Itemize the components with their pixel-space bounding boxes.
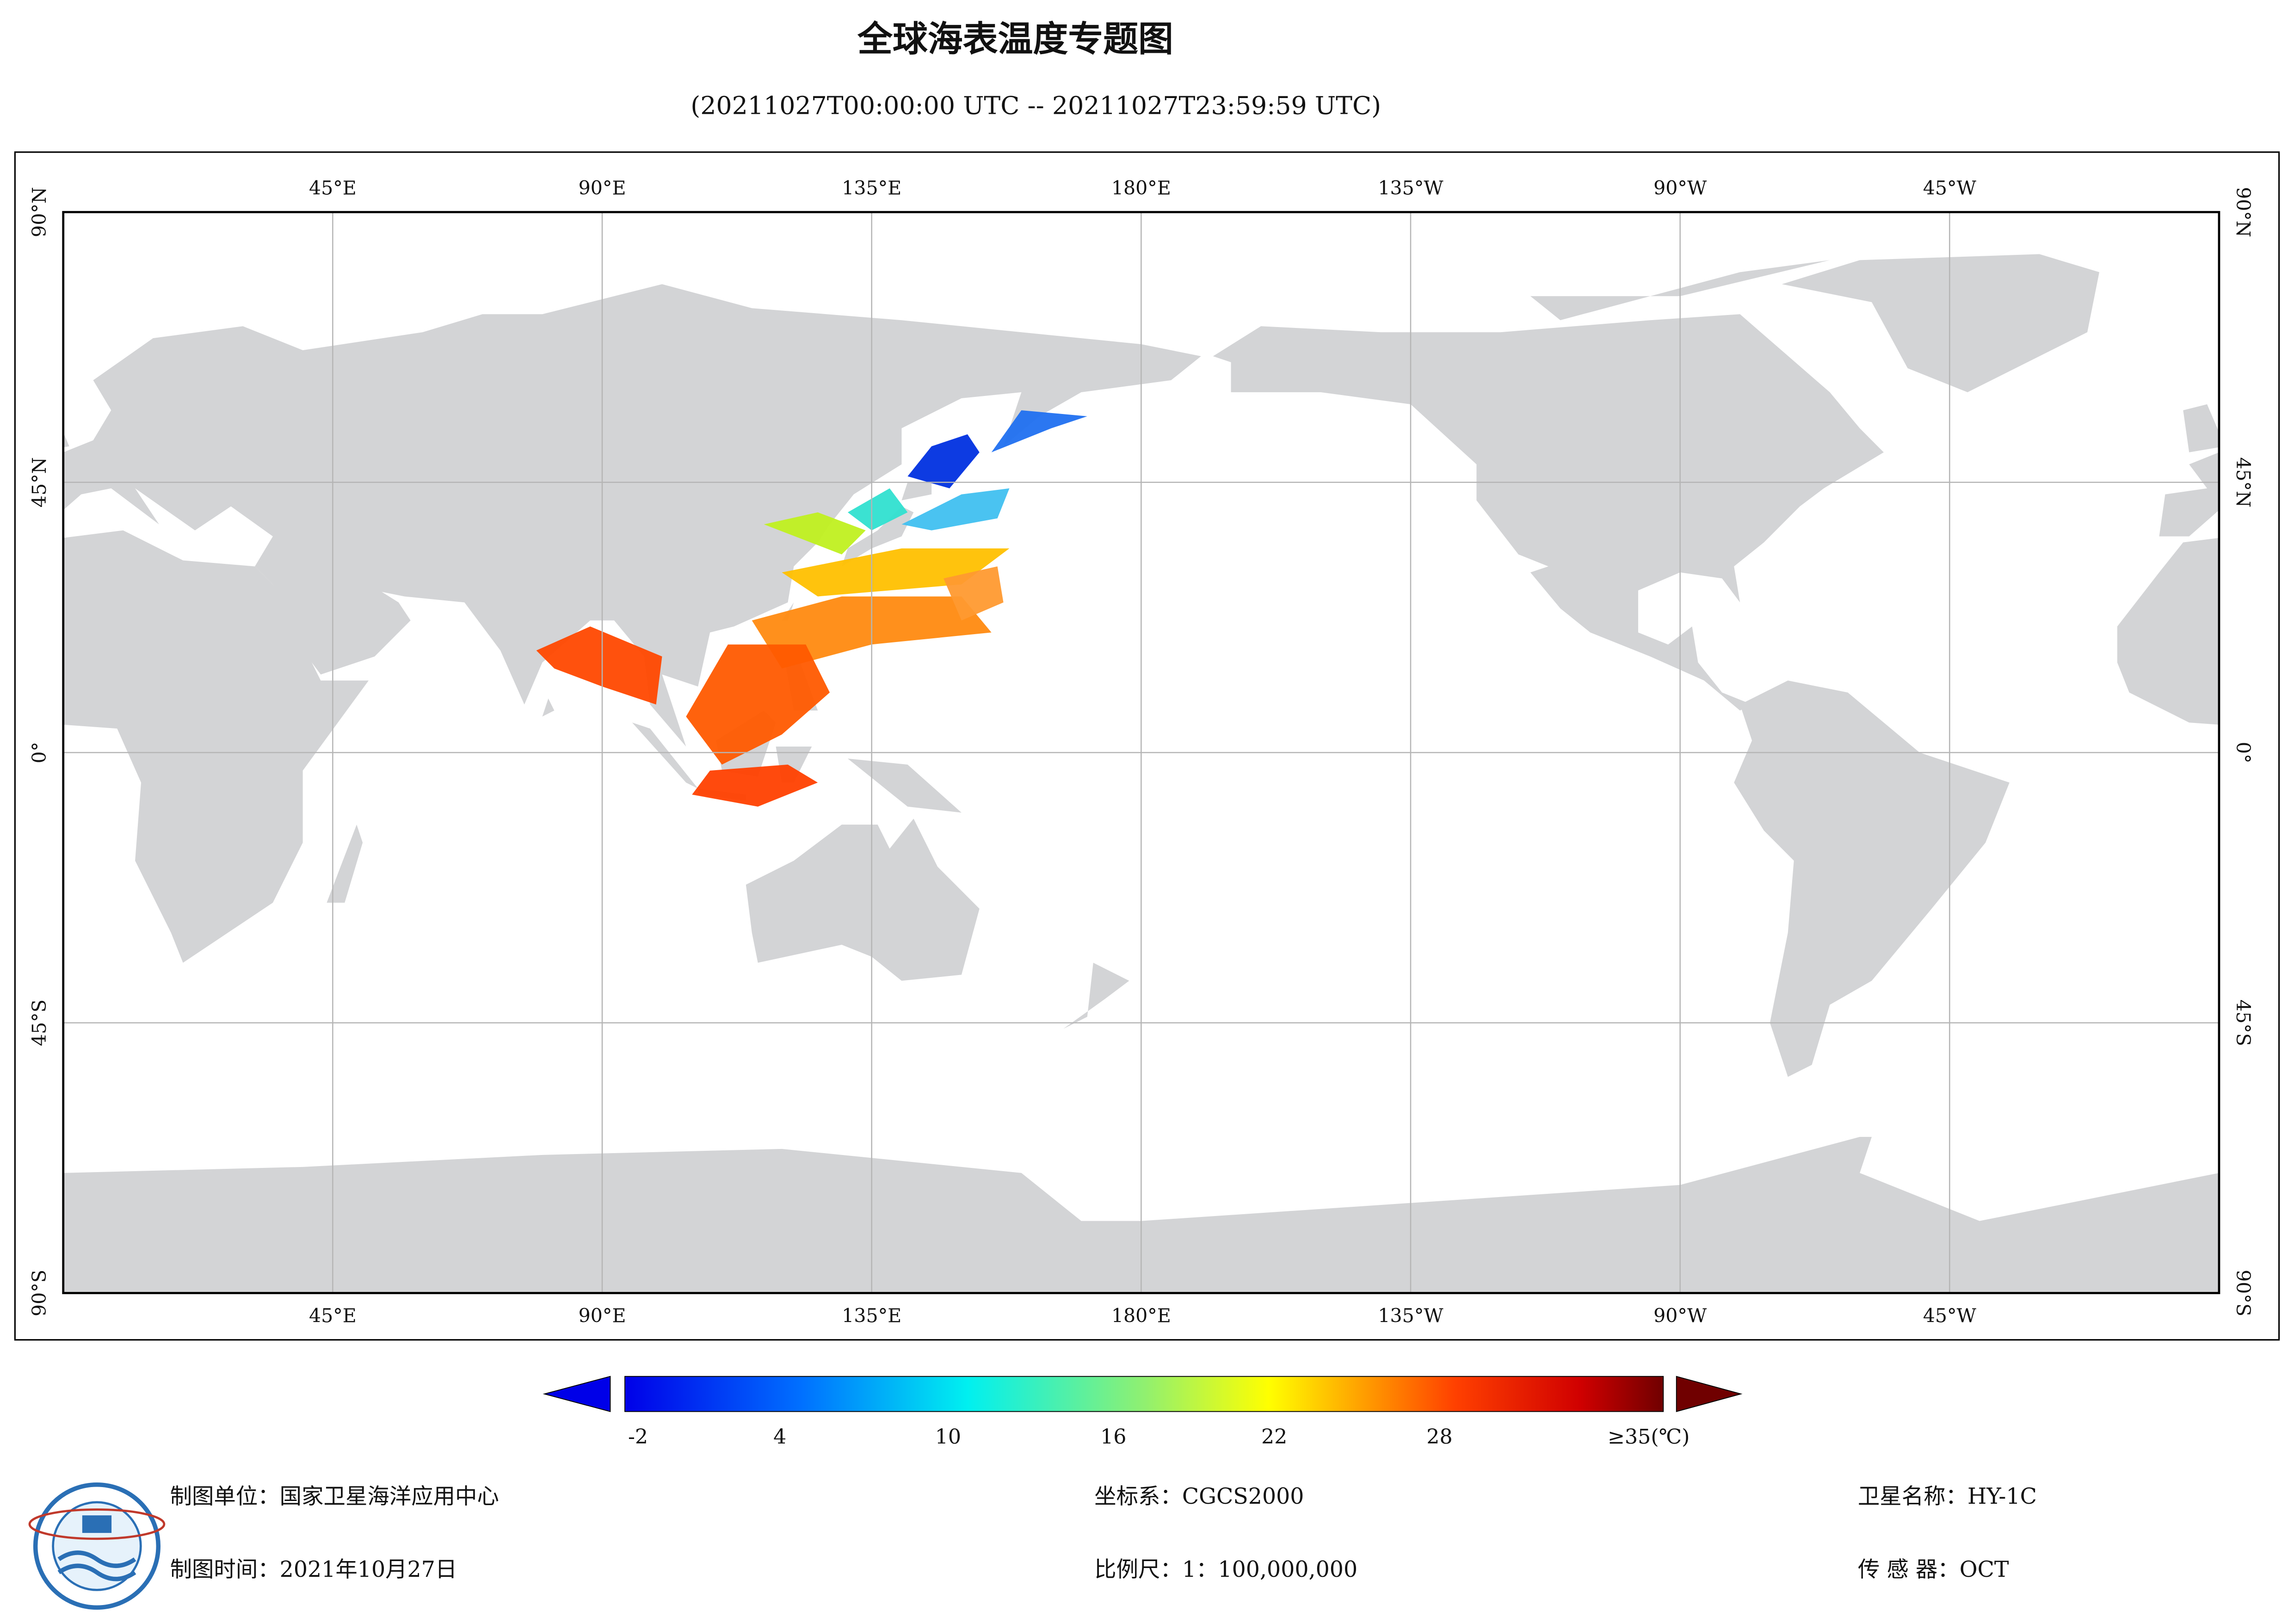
sensor: 传 感 器：OCT (1858, 1557, 2009, 1582)
land (63, 1149, 1141, 1293)
sst-layer (536, 410, 1087, 807)
lat-label-left: 0° (28, 742, 50, 764)
map-outer-frame (14, 151, 2280, 1341)
land (1734, 680, 2010, 1077)
lon-label-bottom: 135°W (1378, 1305, 1443, 1327)
land (2159, 452, 2219, 537)
land (1141, 1136, 2219, 1293)
mapping-unit: 制图单位：国家卫星海洋应用中心 (170, 1484, 499, 1509)
sst-patch (901, 488, 1010, 531)
colorbar-tick-label: 28 (1426, 1425, 1452, 1449)
sst-patch (944, 566, 1004, 621)
colorbar-tick-label: -2 (628, 1425, 648, 1449)
land (1782, 254, 2100, 393)
lon-label-top: 45°E (309, 177, 357, 199)
sst-patch (692, 764, 818, 807)
colorbar-tick-label: ≥35(℃) (1608, 1425, 1690, 1449)
subtitle: (20211027T00:00:00 UTC -- 20211027T23:59… (691, 91, 1381, 120)
lon-label-top: 180°E (1111, 177, 1171, 199)
land (63, 432, 69, 448)
lon-label-top: 90°W (1653, 177, 1707, 199)
lon-label-top: 45°W (1923, 177, 1977, 199)
lon-label-bottom: 90°W (1653, 1305, 1707, 1327)
map-scale: 比例尺：1：100,000,000 (1094, 1557, 1357, 1582)
title: 全球海表温度专题图 (857, 19, 1173, 60)
lon-label-bottom: 180°E (1111, 1305, 1171, 1327)
sst-patch (536, 626, 662, 705)
land (632, 722, 698, 789)
graticule (63, 212, 2219, 1293)
land (2183, 404, 2219, 452)
lon-label-bottom: 45°W (1923, 1305, 1977, 1327)
land (2117, 537, 2219, 725)
colorbar (624, 1376, 1664, 1412)
coordinate-system: 坐标系：CGCS2000 (1094, 1484, 1304, 1509)
colorbar-tick-label: 16 (1100, 1425, 1126, 1449)
land (841, 506, 914, 567)
lat-label-left: 90°S (28, 1270, 50, 1316)
sst-patch (686, 644, 830, 765)
sst-patch (764, 512, 866, 555)
lon-label-top: 135°E (842, 177, 901, 199)
lon-label-bottom: 135°E (842, 1305, 901, 1327)
sst-patch (847, 488, 908, 531)
lat-label-left: 90°N (28, 187, 50, 237)
colorbar-tick-label: 22 (1261, 1425, 1287, 1449)
lon-label-bottom: 90°E (579, 1305, 626, 1327)
lon-label-top: 135°W (1378, 177, 1443, 199)
satellite-name: 卫星名称：HY-1C (1858, 1484, 2037, 1509)
sst-patch (991, 410, 1087, 452)
colorbar-high-arrow (1676, 1376, 1743, 1412)
colorbar-low-arrow (543, 1376, 611, 1412)
lat-label-right: 0° (2232, 742, 2254, 764)
land (1213, 314, 1884, 711)
lat-label-right: 90°N (2232, 187, 2254, 237)
colorbar-tick-label: 10 (935, 1425, 961, 1449)
land (63, 284, 1201, 747)
lat-label-left: 45°N (28, 457, 50, 507)
land (542, 698, 555, 717)
mapping-time: 制图时间：2021年10月27日 (170, 1557, 457, 1582)
colorbar-tick-label: 4 (773, 1425, 786, 1449)
lon-label-bottom: 45°E (309, 1305, 357, 1327)
land (1063, 963, 1129, 1029)
land (327, 824, 363, 903)
lat-label-right: 45°S (2232, 1000, 2254, 1046)
sst-patch (907, 434, 980, 488)
land (63, 530, 369, 963)
land (746, 818, 980, 981)
lat-label-right: 45°N (2232, 457, 2254, 507)
lat-label-left: 45°S (28, 1000, 50, 1046)
lat-label-right: 90°S (2232, 1270, 2254, 1316)
land (901, 482, 932, 500)
land (847, 758, 962, 813)
logo (28, 1482, 166, 1610)
map-frame (62, 211, 2220, 1294)
lon-label-top: 90°E (579, 177, 626, 199)
